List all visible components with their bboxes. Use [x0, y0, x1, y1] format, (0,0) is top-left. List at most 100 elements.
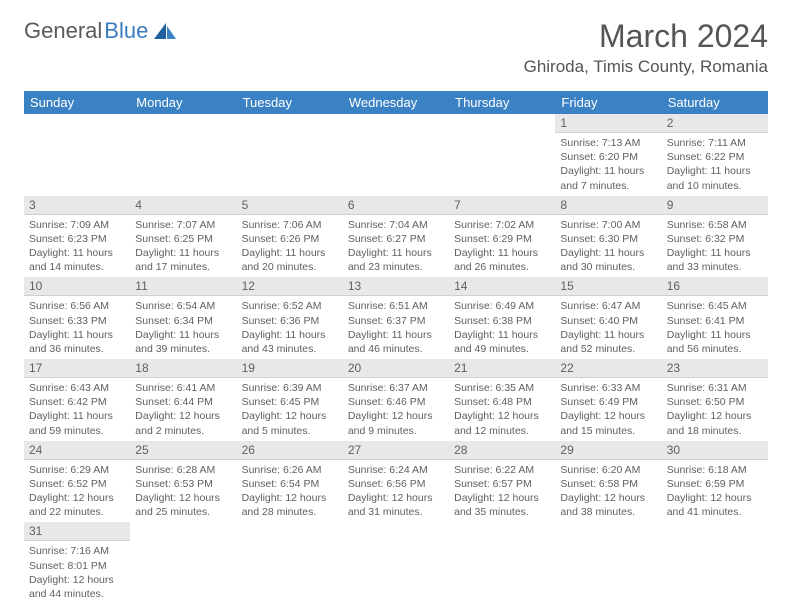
- day-header: Tuesday: [237, 91, 343, 114]
- logo-text-blue: Blue: [104, 18, 148, 44]
- day-number: 11: [130, 277, 236, 296]
- day-cell: 5Sunrise: 7:06 AMSunset: 6:26 PMDaylight…: [237, 196, 343, 278]
- sail-icon: [152, 21, 178, 41]
- day-cell: 27Sunrise: 6:24 AMSunset: 6:56 PMDayligh…: [343, 441, 449, 523]
- day-cell: 23Sunrise: 6:31 AMSunset: 6:50 PMDayligh…: [662, 359, 768, 441]
- title-block: March 2024 Ghiroda, Timis County, Romani…: [524, 18, 768, 77]
- day-cell: 10Sunrise: 6:56 AMSunset: 6:33 PMDayligh…: [24, 277, 130, 359]
- day-cell: 6Sunrise: 7:04 AMSunset: 6:27 PMDaylight…: [343, 196, 449, 278]
- empty-cell: [555, 522, 661, 604]
- day-number: 20: [343, 359, 449, 378]
- day-cell: 17Sunrise: 6:43 AMSunset: 6:42 PMDayligh…: [24, 359, 130, 441]
- day-header: Monday: [130, 91, 236, 114]
- day-info: Sunrise: 7:06 AMSunset: 6:26 PMDaylight:…: [237, 215, 343, 278]
- day-info: Sunrise: 6:24 AMSunset: 6:56 PMDaylight:…: [343, 460, 449, 523]
- calendar-table: SundayMondayTuesdayWednesdayThursdayFrid…: [24, 91, 768, 604]
- week-row: 17Sunrise: 6:43 AMSunset: 6:42 PMDayligh…: [24, 359, 768, 441]
- day-cell: 14Sunrise: 6:49 AMSunset: 6:38 PMDayligh…: [449, 277, 555, 359]
- day-header: Sunday: [24, 91, 130, 114]
- day-cell: 22Sunrise: 6:33 AMSunset: 6:49 PMDayligh…: [555, 359, 661, 441]
- day-header-row: SundayMondayTuesdayWednesdayThursdayFrid…: [24, 91, 768, 114]
- day-info: Sunrise: 6:58 AMSunset: 6:32 PMDaylight:…: [662, 215, 768, 278]
- day-info: Sunrise: 6:18 AMSunset: 6:59 PMDaylight:…: [662, 460, 768, 523]
- day-number: 21: [449, 359, 555, 378]
- day-info: Sunrise: 6:49 AMSunset: 6:38 PMDaylight:…: [449, 296, 555, 359]
- day-number: 18: [130, 359, 236, 378]
- day-cell: 25Sunrise: 6:28 AMSunset: 6:53 PMDayligh…: [130, 441, 236, 523]
- day-number: 2: [662, 114, 768, 133]
- day-info: Sunrise: 6:54 AMSunset: 6:34 PMDaylight:…: [130, 296, 236, 359]
- week-row: 3Sunrise: 7:09 AMSunset: 6:23 PMDaylight…: [24, 196, 768, 278]
- day-cell: 7Sunrise: 7:02 AMSunset: 6:29 PMDaylight…: [449, 196, 555, 278]
- day-header: Thursday: [449, 91, 555, 114]
- calendar-head: SundayMondayTuesdayWednesdayThursdayFrid…: [24, 91, 768, 114]
- day-cell: 29Sunrise: 6:20 AMSunset: 6:58 PMDayligh…: [555, 441, 661, 523]
- day-number: 30: [662, 441, 768, 460]
- empty-cell: [662, 522, 768, 604]
- day-cell: 19Sunrise: 6:39 AMSunset: 6:45 PMDayligh…: [237, 359, 343, 441]
- day-number: 22: [555, 359, 661, 378]
- day-number: 28: [449, 441, 555, 460]
- logo-text-general: General: [24, 18, 102, 44]
- day-number: 7: [449, 196, 555, 215]
- day-info: Sunrise: 6:45 AMSunset: 6:41 PMDaylight:…: [662, 296, 768, 359]
- day-cell: 24Sunrise: 6:29 AMSunset: 6:52 PMDayligh…: [24, 441, 130, 523]
- day-info: Sunrise: 6:20 AMSunset: 6:58 PMDaylight:…: [555, 460, 661, 523]
- day-cell: 18Sunrise: 6:41 AMSunset: 6:44 PMDayligh…: [130, 359, 236, 441]
- day-cell: 31Sunrise: 7:16 AMSunset: 8:01 PMDayligh…: [24, 522, 130, 604]
- day-cell: 26Sunrise: 6:26 AMSunset: 6:54 PMDayligh…: [237, 441, 343, 523]
- day-cell: 21Sunrise: 6:35 AMSunset: 6:48 PMDayligh…: [449, 359, 555, 441]
- day-number: 10: [24, 277, 130, 296]
- logo: GeneralBlue: [24, 18, 178, 44]
- day-info: Sunrise: 6:41 AMSunset: 6:44 PMDaylight:…: [130, 378, 236, 441]
- day-info: Sunrise: 6:22 AMSunset: 6:57 PMDaylight:…: [449, 460, 555, 523]
- day-number: 24: [24, 441, 130, 460]
- day-number: 8: [555, 196, 661, 215]
- empty-cell: [24, 114, 130, 196]
- day-info: Sunrise: 6:33 AMSunset: 6:49 PMDaylight:…: [555, 378, 661, 441]
- day-header: Saturday: [662, 91, 768, 114]
- day-header: Friday: [555, 91, 661, 114]
- week-row: 31Sunrise: 7:16 AMSunset: 8:01 PMDayligh…: [24, 522, 768, 604]
- day-number: 29: [555, 441, 661, 460]
- day-cell: 16Sunrise: 6:45 AMSunset: 6:41 PMDayligh…: [662, 277, 768, 359]
- day-info: Sunrise: 6:52 AMSunset: 6:36 PMDaylight:…: [237, 296, 343, 359]
- day-info: Sunrise: 7:13 AMSunset: 6:20 PMDaylight:…: [555, 133, 661, 196]
- day-cell: 1Sunrise: 7:13 AMSunset: 6:20 PMDaylight…: [555, 114, 661, 196]
- day-info: Sunrise: 7:00 AMSunset: 6:30 PMDaylight:…: [555, 215, 661, 278]
- day-number: 17: [24, 359, 130, 378]
- day-cell: 2Sunrise: 7:11 AMSunset: 6:22 PMDaylight…: [662, 114, 768, 196]
- day-number: 9: [662, 196, 768, 215]
- day-number: 19: [237, 359, 343, 378]
- day-cell: 12Sunrise: 6:52 AMSunset: 6:36 PMDayligh…: [237, 277, 343, 359]
- day-cell: 13Sunrise: 6:51 AMSunset: 6:37 PMDayligh…: [343, 277, 449, 359]
- day-info: Sunrise: 6:37 AMSunset: 6:46 PMDaylight:…: [343, 378, 449, 441]
- day-number: 1: [555, 114, 661, 133]
- day-cell: 30Sunrise: 6:18 AMSunset: 6:59 PMDayligh…: [662, 441, 768, 523]
- day-number: 16: [662, 277, 768, 296]
- empty-cell: [449, 114, 555, 196]
- week-row: 24Sunrise: 6:29 AMSunset: 6:52 PMDayligh…: [24, 441, 768, 523]
- week-row: 1Sunrise: 7:13 AMSunset: 6:20 PMDaylight…: [24, 114, 768, 196]
- day-number: 23: [662, 359, 768, 378]
- month-title: March 2024: [524, 18, 768, 55]
- empty-cell: [237, 522, 343, 604]
- week-row: 10Sunrise: 6:56 AMSunset: 6:33 PMDayligh…: [24, 277, 768, 359]
- day-info: Sunrise: 7:02 AMSunset: 6:29 PMDaylight:…: [449, 215, 555, 278]
- day-number: 3: [24, 196, 130, 215]
- day-info: Sunrise: 7:09 AMSunset: 6:23 PMDaylight:…: [24, 215, 130, 278]
- day-info: Sunrise: 7:11 AMSunset: 6:22 PMDaylight:…: [662, 133, 768, 196]
- day-cell: 15Sunrise: 6:47 AMSunset: 6:40 PMDayligh…: [555, 277, 661, 359]
- day-info: Sunrise: 6:28 AMSunset: 6:53 PMDaylight:…: [130, 460, 236, 523]
- day-number: 14: [449, 277, 555, 296]
- day-number: 31: [24, 522, 130, 541]
- day-info: Sunrise: 6:35 AMSunset: 6:48 PMDaylight:…: [449, 378, 555, 441]
- day-cell: 28Sunrise: 6:22 AMSunset: 6:57 PMDayligh…: [449, 441, 555, 523]
- day-info: Sunrise: 6:26 AMSunset: 6:54 PMDaylight:…: [237, 460, 343, 523]
- empty-cell: [343, 114, 449, 196]
- day-number: 6: [343, 196, 449, 215]
- day-info: Sunrise: 6:47 AMSunset: 6:40 PMDaylight:…: [555, 296, 661, 359]
- day-cell: 8Sunrise: 7:00 AMSunset: 6:30 PMDaylight…: [555, 196, 661, 278]
- day-info: Sunrise: 6:51 AMSunset: 6:37 PMDaylight:…: [343, 296, 449, 359]
- day-number: 5: [237, 196, 343, 215]
